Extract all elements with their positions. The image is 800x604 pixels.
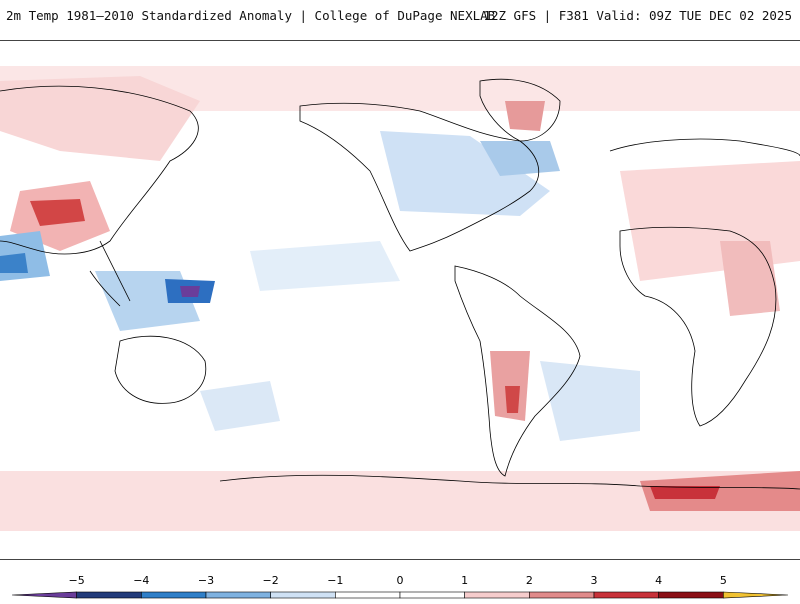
colorbar-segment xyxy=(723,591,789,599)
colorbar-segment xyxy=(464,591,530,599)
anomaly-map xyxy=(0,40,800,560)
antarctica-coast xyxy=(219,474,800,490)
colorbar-tick-label: 2 xyxy=(525,574,533,587)
coastlines xyxy=(0,78,800,490)
colorbar-segment xyxy=(205,591,271,599)
south-america-coast xyxy=(454,265,581,477)
anomaly-shading xyxy=(0,66,800,531)
antarctic-warm-core xyxy=(650,486,720,499)
colorbar-tick-label: 4 xyxy=(655,574,663,587)
colorbar-tick-label: 1 xyxy=(461,574,469,587)
europe-coast xyxy=(609,138,800,157)
colorbar-tick-label: −1 xyxy=(327,574,344,587)
colorbar-segment xyxy=(11,591,77,599)
colorbar-segment xyxy=(76,591,142,599)
canada-cool-core xyxy=(480,141,560,176)
south-pacific-cool xyxy=(200,381,280,431)
colorbar-segment xyxy=(141,591,207,599)
colorbar-segment xyxy=(658,591,724,599)
model-run-label: 12Z GFS | F381 Valid: 09Z TUE DEC 02 202… xyxy=(483,8,792,23)
australia-coast xyxy=(114,335,207,404)
colorbar: −5 −4 −3 −2 −1 0 1 2 3 4 5 xyxy=(0,560,800,600)
map-svg xyxy=(0,66,800,531)
colorbar-tick-label: 0 xyxy=(396,574,404,587)
north-america-coast xyxy=(299,102,539,252)
africa-coast xyxy=(619,226,777,427)
south-atlantic-cool xyxy=(540,361,640,441)
colorbar-tick-label: −2 xyxy=(262,574,279,587)
maritime-extreme-cold xyxy=(180,286,200,297)
asia-coast xyxy=(0,85,199,255)
pacific-cool-band xyxy=(250,241,400,291)
andes-warm-core xyxy=(505,386,520,413)
india-cool-core xyxy=(0,253,28,273)
header: 2m Temp 1981–2010 Standardized Anomaly |… xyxy=(0,0,800,40)
colorbar-tick-label: −3 xyxy=(197,574,215,587)
colorbar-tick-label: 5 xyxy=(719,574,727,587)
colorbar-segment xyxy=(529,591,595,599)
colorbar-tick-label: −4 xyxy=(133,574,150,587)
colorbar-segment xyxy=(593,591,659,599)
east-africa-warm xyxy=(720,241,780,316)
colorbar-tick-label: −5 xyxy=(68,574,85,587)
southeast-asia-coast xyxy=(89,240,131,307)
greenland-warm xyxy=(505,101,545,131)
colorbar-segment xyxy=(270,591,336,599)
antarctic-warm-strong xyxy=(640,471,800,511)
colorbar-tick-label: 3 xyxy=(590,574,598,587)
north-america-cool-region xyxy=(380,131,550,216)
colorbar-segment xyxy=(335,591,401,599)
greenland-coast xyxy=(479,78,561,142)
map-title: 2m Temp 1981–2010 Standardized Anomaly |… xyxy=(6,8,496,23)
colorbar-svg xyxy=(11,591,789,599)
tibet-warm-core xyxy=(30,199,85,226)
colorbar-segment xyxy=(399,591,465,599)
